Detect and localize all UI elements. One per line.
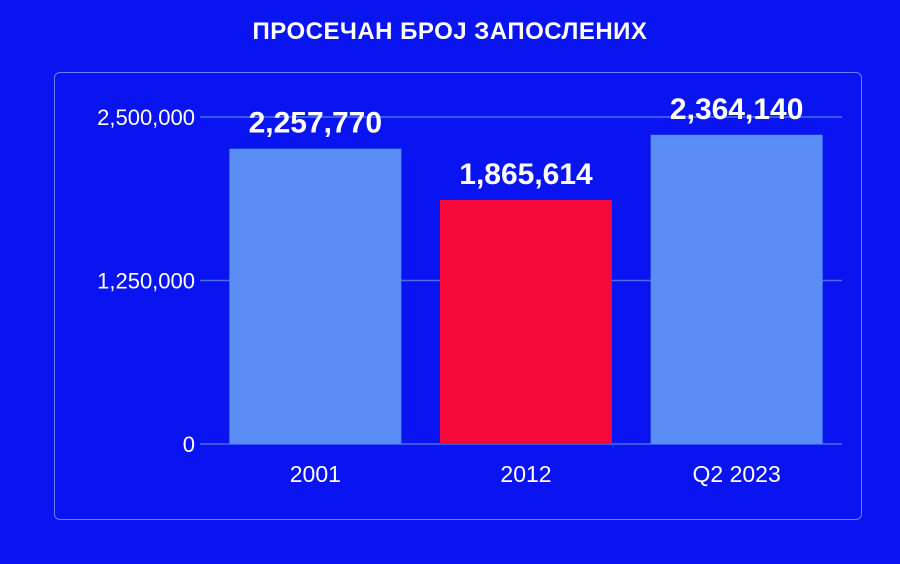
y-tick-label: 0 [183,432,195,457]
chart-title: ПРОСЕЧАН БРОЈ ЗАПОСЛЕНИХ [252,18,648,45]
y-tick-label: 1,250,000 [97,269,195,294]
x-tick-label: 2001 [290,461,341,487]
x-tick-label: 2012 [500,461,551,487]
chart-panel [54,72,862,520]
bar [440,199,612,444]
bar [650,134,823,444]
bar [229,148,402,444]
data-label: 2,364,140 [670,93,803,126]
y-tick-label: 2,500,000 [97,105,195,130]
data-label: 2,257,770 [249,107,382,140]
data-label: 1,865,614 [459,158,593,191]
x-tick-label: Q2 2023 [693,461,781,487]
